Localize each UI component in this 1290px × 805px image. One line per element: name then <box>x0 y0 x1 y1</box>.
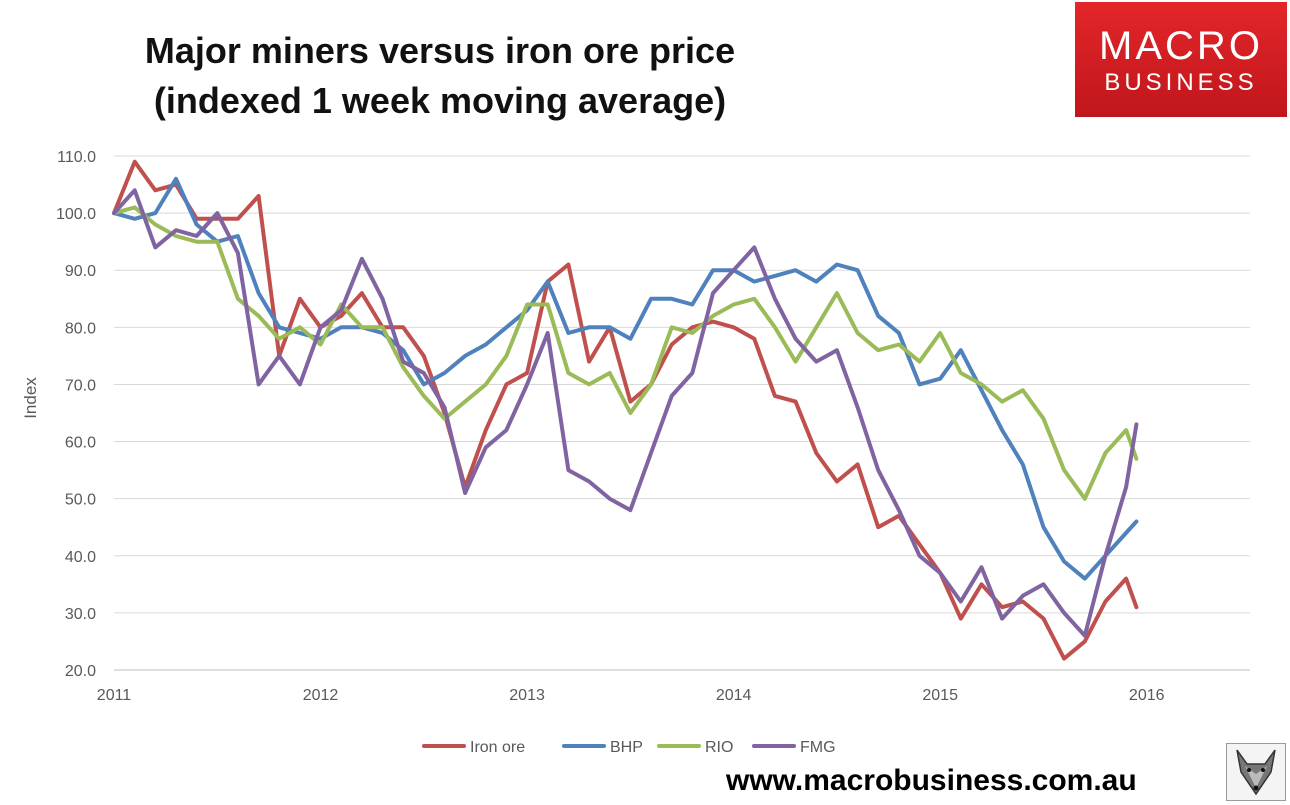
website-url: www.macrobusiness.com.au <box>726 764 1137 797</box>
y-axis-label: Index <box>21 377 40 419</box>
series-line-iron-ore <box>112 159 1139 661</box>
x-tick-label: 2015 <box>922 687 958 704</box>
logo-line-2: BUSINESS <box>1104 69 1258 96</box>
y-tick-label: 40.0 <box>65 549 96 566</box>
series-line-bhp <box>112 176 1139 581</box>
legend: Iron ore BHP RIO FMG <box>422 739 836 756</box>
x-tick-label: 2016 <box>1129 687 1165 704</box>
series-lines <box>112 159 1139 661</box>
series-line-fmg <box>112 188 1139 638</box>
series-line-rio <box>112 205 1139 501</box>
y-tick-label: 60.0 <box>65 435 96 452</box>
title-line-1: Major miners versus iron ore price <box>144 30 736 71</box>
legend-label-bhp: BHP <box>610 739 643 756</box>
y-tick-label: 30.0 <box>65 606 96 623</box>
macrobusiness-logo: MACRO BUSINESS <box>1075 2 1287 117</box>
gridlines <box>114 155 1250 614</box>
y-tick-label: 110.0 <box>57 149 96 166</box>
title-line-2: (indexed 1 week moving average) <box>153 80 727 121</box>
legend-label-fmg: FMG <box>800 739 836 756</box>
y-tick-label: 80.0 <box>65 320 96 337</box>
y-tick-label: 70.0 <box>65 377 96 394</box>
y-tick-label: 100.0 <box>56 206 96 223</box>
x-tick-label: 2011 <box>97 687 132 704</box>
y-tick-label: 50.0 <box>65 492 96 509</box>
y-tick-label: 20.0 <box>65 663 96 680</box>
legend-label-iron-ore: Iron ore <box>470 739 525 756</box>
legend-label-rio: RIO <box>705 739 733 756</box>
x-tick-label: 2014 <box>716 687 752 704</box>
y-tick-label: 90.0 <box>65 263 96 280</box>
logo-line-1: MACRO <box>1099 24 1263 68</box>
x-tick-label: 2013 <box>509 687 545 704</box>
chart-title: Major miners versus iron ore price (inde… <box>60 26 820 126</box>
fox-logo-icon <box>1226 743 1286 801</box>
x-axis-ticks: 2011 2012 2013 2014 2015 2016 <box>97 687 1165 704</box>
x-tick-label: 2012 <box>303 687 339 704</box>
y-axis-ticks: 20.0 30.0 40.0 50.0 60.0 70.0 80.0 90.0 100.0 110… <box>56 149 96 680</box>
